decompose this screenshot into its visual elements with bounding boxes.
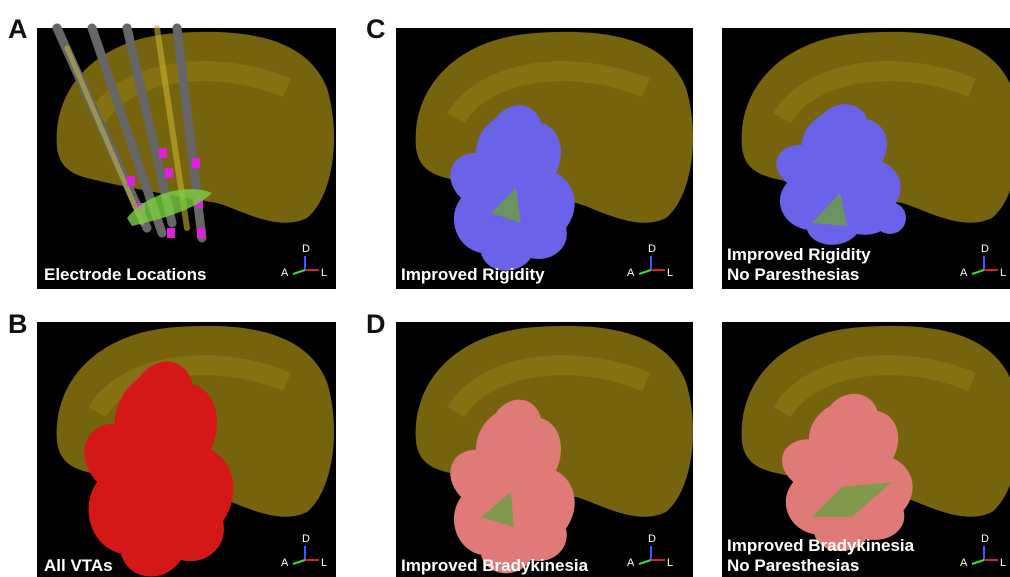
caption: No Paresthesias [727,265,859,284]
axis-label: D [981,243,989,255]
panel-letter: A [8,14,28,44]
axis-label: D [648,243,656,255]
axis-label: D [981,533,989,545]
figure: Electrode Locations D A L A Improved Rig… [0,0,1010,577]
axis-label: L [667,557,673,569]
axis-label: A [960,557,968,569]
panel: Improved Bradykinesia D A L [396,322,693,577]
axis-label: D [302,533,310,545]
axis-label: A [281,557,289,569]
caption: Improved Bradykinesia [727,536,915,555]
caption: Improved Rigidity [727,245,871,264]
axis-label: A [627,267,635,279]
axis-label: L [1000,267,1006,279]
panel: Improved Rigidity No Paresthesias D A L [722,28,1010,289]
caption: Electrode Locations [44,265,206,284]
axis-label: A [281,267,289,279]
caption: No Paresthesias [727,556,859,575]
panel: All VTAs D A L [37,322,336,577]
axis-label: L [321,557,327,569]
caption: Improved Rigidity [401,265,545,284]
axis-label: A [627,557,635,569]
axis-label: L [1000,557,1006,569]
axis-label: D [648,533,656,545]
axis-label: A [960,267,968,279]
panel-letter: D [366,309,386,339]
axis-label: D [302,243,310,255]
axis-label: L [321,267,327,279]
axis-label: L [667,267,673,279]
panel-letter: C [366,14,386,44]
panel-letter: B [8,309,28,339]
panel: Improved Bradykinesia No Paresthesias D … [722,322,1010,577]
caption: Improved Bradykinesia [401,556,589,575]
panel: Electrode Locations D A L [37,28,336,289]
caption: All VTAs [44,556,113,575]
panel: Improved Rigidity D A L [396,28,693,289]
